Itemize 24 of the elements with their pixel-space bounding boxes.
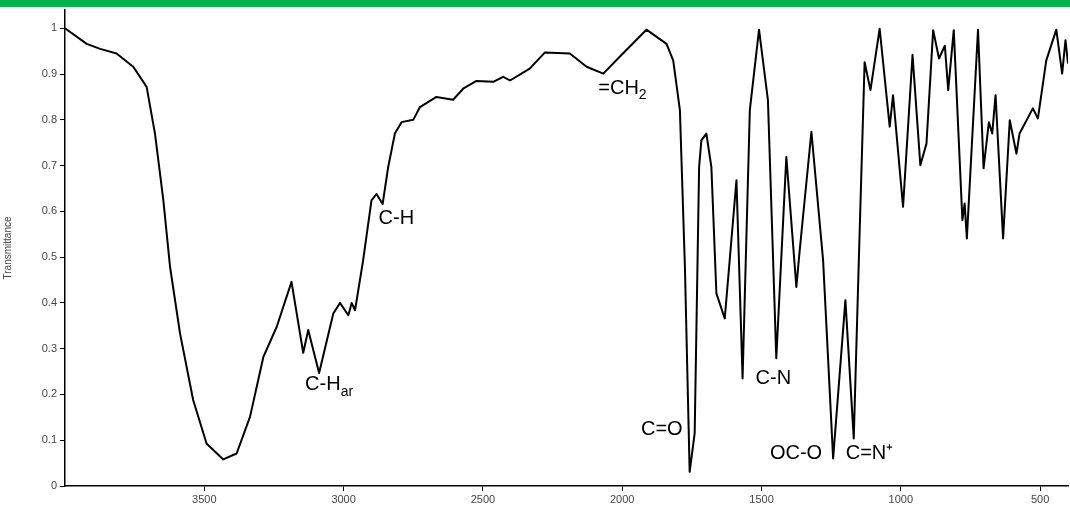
x-tick-label: 3000 [331,492,356,505]
annotation: C=O [640,417,683,440]
y-tick-label: 0 [50,479,57,492]
annotation: C=N⁺ [845,440,894,463]
y-tick-label: 0.9 [41,67,57,80]
y-tick-label: 0.5 [41,250,57,263]
x-tick-label: 1500 [749,492,774,505]
annotation: C-H [378,205,415,228]
x-tick-label: 2500 [470,492,496,505]
y-tick-label: 0.6 [41,204,57,217]
y-tick-label: 0.7 [41,158,57,171]
x-tick-label: 3500 [192,492,217,505]
x-tick-label: 500 [1030,492,1050,505]
y-tick-label: 1 [50,21,57,34]
y-tick-label: 0.3 [41,341,57,354]
y-tick-label: 0.4 [41,295,57,308]
annotation: OC-O [769,441,823,464]
y-tick-label: 0.8 [41,112,57,125]
y-tick-label: 0.2 [41,387,57,400]
y-tick-label: 0.1 [41,433,57,446]
annotation: C-N [755,365,792,388]
x-tick-label: 2000 [609,492,635,505]
y-axis-title: Transmittance [1,216,13,280]
x-tick-label: 1000 [888,492,914,505]
